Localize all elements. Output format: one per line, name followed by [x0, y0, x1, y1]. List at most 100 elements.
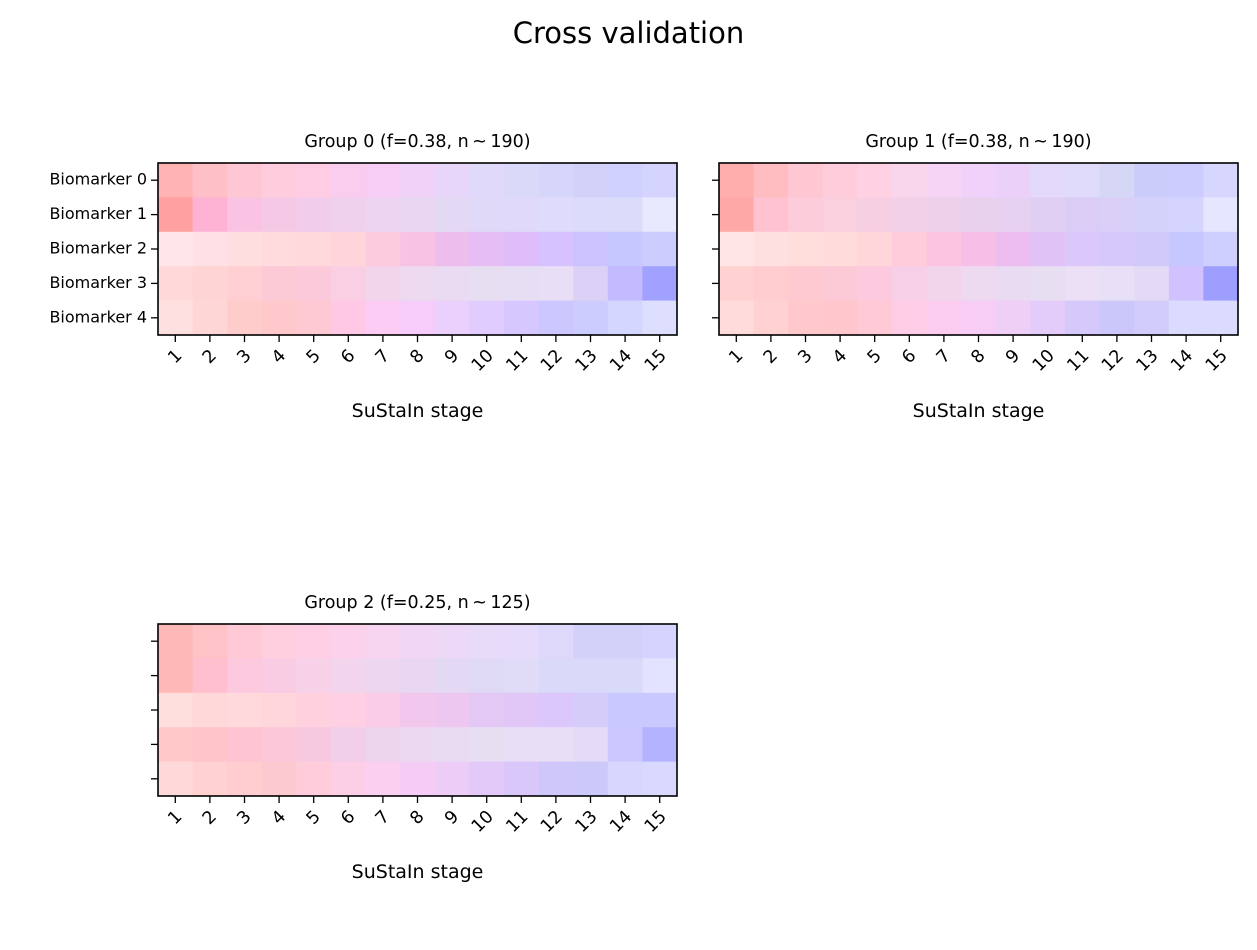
heatmap-cell: [261, 300, 297, 336]
heatmap-cell: [469, 727, 505, 763]
heatmap-cell: [469, 624, 505, 659]
heatmap-cell: [227, 300, 263, 336]
heatmap-cell: [642, 624, 678, 659]
heatmap-cell: [753, 300, 789, 336]
x-tick-label: 10: [1029, 346, 1059, 376]
x-tick-label: 13: [1133, 346, 1163, 376]
x-tick-label: 9: [1002, 346, 1024, 368]
x-tick-label: 9: [441, 346, 463, 368]
y-tick-label: Biomarker 4: [49, 307, 147, 326]
heatmap-cell: [753, 163, 789, 198]
x-tick-label: 7: [372, 807, 394, 829]
heatmap-cell: [365, 197, 401, 233]
heatmap-cell: [892, 231, 928, 267]
heatmap-cell: [642, 231, 678, 267]
heatmap-cell: [1065, 163, 1101, 198]
heatmap-cell: [504, 692, 540, 728]
heatmap-cell: [192, 300, 228, 336]
y-tick-label: Biomarker 0: [49, 170, 147, 189]
heatmap-cell: [1099, 300, 1135, 336]
heatmap-cell: [1030, 197, 1066, 233]
heatmap-cell: [857, 300, 893, 336]
heatmap-cell: [753, 266, 789, 302]
heatmap-cell: [1168, 231, 1204, 267]
heatmap-cell: [573, 624, 609, 659]
x-tick-label: 10: [468, 807, 498, 837]
heatmap-cell: [158, 197, 194, 233]
heatmap-cell: [158, 231, 194, 267]
heatmap-cell: [1099, 231, 1135, 267]
x-tick-label: 5: [864, 346, 886, 368]
heatmap-cell: [158, 692, 194, 728]
heatmap-cell: [331, 300, 367, 336]
heatmap-cell: [192, 624, 228, 659]
heatmap-cell: [469, 231, 505, 267]
heatmap-cell: [1134, 231, 1170, 267]
heatmap-cell: [331, 624, 367, 659]
heatmap-cell: [538, 197, 574, 233]
heatmap-cell: [642, 692, 678, 728]
heatmap-cell: [1065, 266, 1101, 302]
x-tick-label: 14: [606, 346, 636, 376]
heatmap-cell: [573, 692, 609, 728]
heatmap-cell: [434, 624, 470, 659]
x-tick-label: 14: [1167, 346, 1197, 376]
heatmap-cell: [365, 231, 401, 267]
heatmap-cell: [538, 692, 574, 728]
heatmap-cell: [331, 163, 367, 198]
heatmap-cell: [296, 727, 332, 763]
heatmap-cell: [469, 163, 505, 198]
x-tick-label: 12: [1098, 346, 1128, 376]
heatmap-cell: [158, 266, 194, 302]
heatmap-cell: [469, 197, 505, 233]
heatmap-cell: [822, 266, 858, 302]
heatmap-cell: [261, 197, 297, 233]
heatmap-cell: [995, 266, 1031, 302]
heatmap-cell: [261, 727, 297, 763]
x-tick-label: 8: [407, 346, 429, 368]
x-tick-label: 6: [337, 807, 359, 829]
heatmap-cell: [192, 163, 228, 198]
heatmap-cell: [607, 197, 643, 233]
heatmap-cell: [296, 692, 332, 728]
panel-title: Group 2 (f=0.25, n ~ 125): [304, 593, 530, 613]
heatmap-cell: [1030, 231, 1066, 267]
y-tick-label: Biomarker 1: [49, 204, 147, 223]
heatmap-cell: [573, 266, 609, 302]
x-tick-label: 5: [303, 807, 325, 829]
heatmap-cell: [400, 266, 436, 302]
heatmap-cell: [192, 197, 228, 233]
y-tick-label: Biomarker 3: [49, 273, 147, 292]
x-tick-label: 13: [572, 807, 602, 837]
heatmap-cell: [995, 197, 1031, 233]
heatmap-cell: [926, 163, 962, 198]
heatmap-cell: [192, 727, 228, 763]
heatmap-cell: [365, 624, 401, 659]
heatmap-cell: [296, 197, 332, 233]
x-axis-label: SuStaIn stage: [913, 400, 1045, 422]
heatmap-cell: [1099, 163, 1135, 198]
heatmap-cell: [227, 197, 263, 233]
heatmap-cell: [261, 692, 297, 728]
x-tick-label: 13: [572, 346, 602, 376]
heatmap-cell: [192, 761, 228, 797]
heatmap-cell: [1099, 197, 1135, 233]
heatmap-cell: [1168, 163, 1204, 198]
heatmap-cell: [822, 231, 858, 267]
heatmap-cell: [434, 266, 470, 302]
heatmap-cell: [261, 624, 297, 659]
heatmap-cell: [1099, 266, 1135, 302]
heatmap-cell: [400, 300, 436, 336]
heatmap-cell: [753, 231, 789, 267]
heatmap-cell: [469, 761, 505, 797]
y-tick-label: Biomarker 2: [49, 239, 147, 258]
heatmap-cell: [961, 266, 997, 302]
heatmap-cell: [261, 266, 297, 302]
heatmap-cell: [296, 266, 332, 302]
heatmap-cell: [573, 197, 609, 233]
heatmap-cell: [192, 231, 228, 267]
heatmap-cell: [538, 231, 574, 267]
heatmap-cell: [573, 163, 609, 198]
heatmap-cell: [788, 163, 824, 198]
